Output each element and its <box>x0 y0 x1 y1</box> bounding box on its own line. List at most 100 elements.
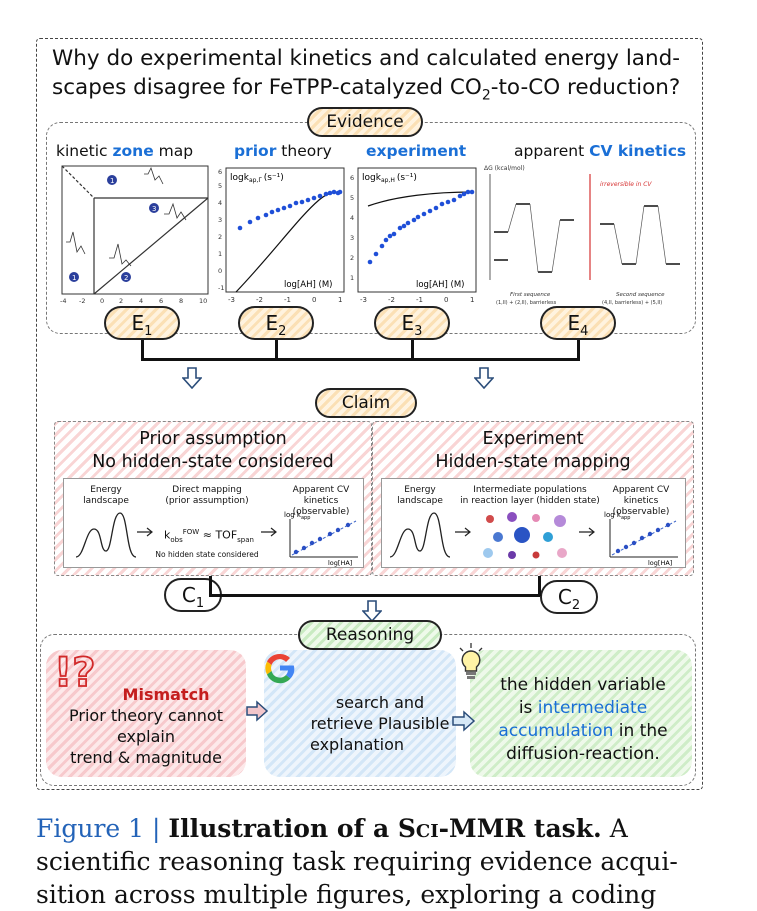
right-obs-dots-point-6 <box>665 522 671 528</box>
left-apparent-label-1: Apparent CV <box>292 485 350 495</box>
e1-letter: E <box>131 311 145 335</box>
conclusion-line-3-post: in the <box>613 721 668 741</box>
prior-dots-point-8 <box>293 200 299 206</box>
conclusion-highlight-1: intermediate <box>537 698 648 718</box>
right-obs-dots-point-3 <box>639 535 645 541</box>
prior-ytick-5: 4 <box>218 199 222 207</box>
down-arrow-left-icon <box>182 367 202 389</box>
zone-xtick-2: 0 <box>100 297 104 305</box>
left-obs-dots-point-1 <box>301 545 307 551</box>
caption-line-2: scientific reasoning task requiring evid… <box>36 847 678 876</box>
cv-levels-seq2 <box>600 205 680 265</box>
prior-ytick-7: 6 <box>218 168 222 176</box>
zone-1-bottom-circle <box>69 272 79 282</box>
panel-4-title: apparent CV kinetics <box>514 142 686 160</box>
right-obs-dots-point-0 <box>615 548 621 554</box>
panel-1-title: kinetic zone map <box>56 142 193 160</box>
cv-ylabel: ΔG (kcal/mol) <box>484 165 525 172</box>
question-line-1: Why do experimental kinetics and calcula… <box>52 46 681 71</box>
right-energy-landscape <box>389 512 451 558</box>
search-text: search and retrieve Plausible explanatio… <box>300 692 460 755</box>
left-plot-xlabel: log[HA] <box>328 559 352 567</box>
mismatch-line-3: trend & magnitude <box>70 748 222 767</box>
panel-1-title-pre: kinetic <box>56 142 113 160</box>
c1-sub: 1 <box>195 596 205 611</box>
caption-separator: | <box>144 814 169 843</box>
google-icon <box>265 653 295 684</box>
zone-x-ticks: -4 -2 0 2 4 6 8 10 <box>60 297 207 305</box>
right-observable-points <box>615 522 671 554</box>
right-inter-label-1: Intermediate populations <box>473 485 587 495</box>
prior-ytick-2: 1 <box>218 250 222 258</box>
prior-dots-point-12 <box>317 193 323 199</box>
connector-e2 <box>275 340 278 360</box>
conclusion-line-3: accumulation in the <box>478 720 688 743</box>
zone-xtick-0: -4 <box>60 297 66 305</box>
cv-irreversible-label: irreversible in CV <box>600 181 652 188</box>
right-obs-dots-point-4 <box>647 531 653 537</box>
left-energy-landscape <box>75 512 137 558</box>
experiment-xtick-0: -3 <box>360 296 367 304</box>
question-line-2-post: -to-CO reduction? <box>490 75 681 100</box>
left-direct-label-1: Direct mapping <box>172 485 242 495</box>
exp-dots-point-5 <box>391 231 397 237</box>
prior-xtick-2: -1 <box>284 296 291 304</box>
question-line-2: scapes disagree for FeTPP-catalyzed CO2-… <box>52 73 702 110</box>
conclusion-highlight-2: accumulation <box>498 721 614 741</box>
caption-bold-post: task. <box>525 814 602 843</box>
zone-xtick-3: 2 <box>119 297 123 305</box>
right-energy-label: Energy landscape <box>397 485 443 506</box>
conclusion-line-1: the hidden variable <box>500 675 666 695</box>
right-apparent-label-1: Apparent CV <box>612 485 670 495</box>
left-obs-dots-point-5 <box>335 527 341 533</box>
caption-line-3: sition across multiple figures, explorin… <box>36 880 657 909</box>
prior-dots-point-15 <box>331 189 337 195</box>
caption-bold-name: Sci-MMR <box>397 814 526 843</box>
claim-left-line2: No hidden-state considered <box>92 452 334 472</box>
experiment-theory-curve <box>367 191 473 207</box>
prior-dots-point-2 <box>255 215 261 221</box>
exclamation-question-icon: !? <box>53 649 96 694</box>
prior-dots-point-4 <box>269 209 275 215</box>
exp-dots-point-2 <box>379 243 385 249</box>
experiment-xlabel: log[AH] (M) <box>416 280 464 290</box>
exp-dots-point-18 <box>461 191 467 197</box>
experiment-ytick-3: 4 <box>350 214 354 222</box>
conclusion-line-2: is intermediate <box>478 697 688 720</box>
experiment-plot-frame <box>357 167 477 293</box>
svg-text:!?: !? <box>54 650 95 694</box>
conclusion-text: the hidden variable is intermediate accu… <box>478 674 688 766</box>
connector-claim-bar <box>209 594 540 597</box>
panel-4-cv-kinetics-diagram: ΔG (kcal/mol) irreversible in CV First s… <box>484 165 680 306</box>
exp-dots-point-4 <box>387 233 393 239</box>
cv-levels-seq1 <box>494 203 574 273</box>
caption-figure-label: Figure 1 <box>36 814 145 843</box>
prior-dots-point-0 <box>237 225 243 231</box>
zone-mini-landscape-2 <box>164 202 187 221</box>
e4-letter: E <box>567 311 581 335</box>
zone-3-circle <box>149 203 159 213</box>
cv-connectors-seq2 <box>613 205 667 265</box>
prior-xticks: -3 -2 -1 0 1 <box>228 296 342 304</box>
right-observable-plot: log kapp log[HA] <box>604 511 678 567</box>
zone-2-num: 2 <box>124 274 128 282</box>
cv-seq1-title: First sequence <box>510 292 551 298</box>
search-line-3: explanation <box>310 735 405 754</box>
experiment-xtick-4: 1 <box>470 296 474 304</box>
claim-right-line2: Hidden-state mapping <box>435 452 631 472</box>
exp-dots-point-11 <box>421 211 427 217</box>
panel-4-title-pre: apparent <box>514 142 590 160</box>
experiment-xtick-2: -1 <box>416 296 423 304</box>
panel-2-title-post: theory <box>276 142 332 160</box>
experiment-xticks: -3 -2 -1 0 1 <box>360 296 474 304</box>
claim-pill: Claim <box>315 388 417 418</box>
right-apparent-label-2: kinetics (observable) <box>612 496 670 517</box>
right-obs-dots-point-2 <box>631 540 637 546</box>
experiment-ytick-0: 1 <box>350 274 354 282</box>
panel-2-prior-theory-plot: logkap,Γ (s⁻¹) log[AH] (M) -3 -2 -1 0 1 -… <box>218 167 345 304</box>
zone-1-bottom-num: 1 <box>72 274 76 282</box>
right-arrow-1-reasoning-icon <box>246 700 268 722</box>
panel-3-title-highlight: experiment <box>366 142 467 160</box>
exp-dots-point-8 <box>405 220 411 226</box>
prior-xtick-0: -3 <box>228 296 235 304</box>
